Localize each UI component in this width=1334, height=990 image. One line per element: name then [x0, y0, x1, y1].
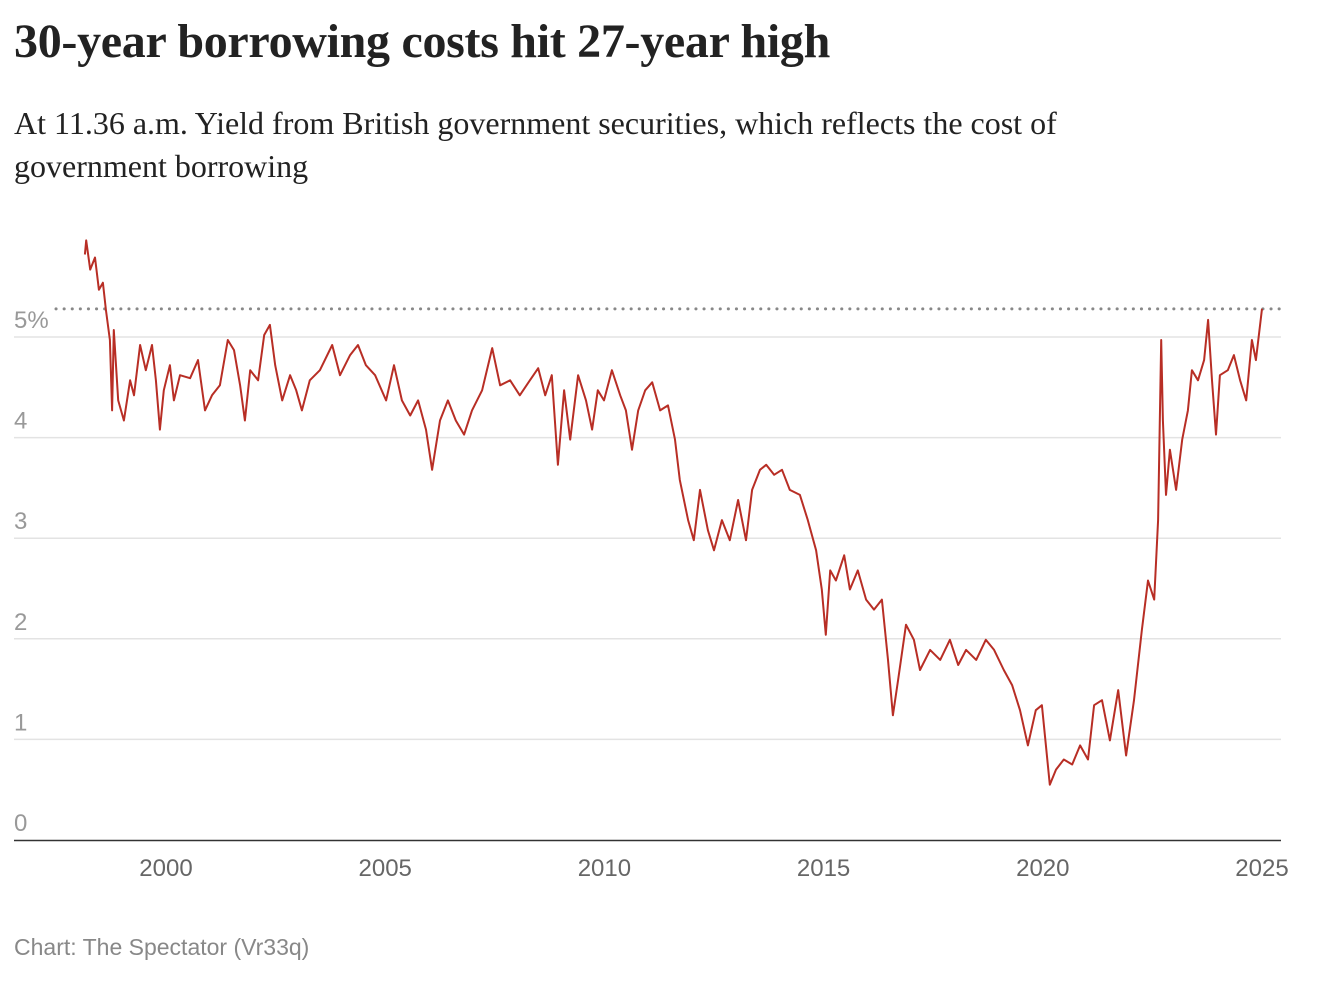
gridlines [14, 336, 1281, 741]
y-tick-label: 2 [14, 609, 27, 636]
chart-subtitle: At 11.36 a.m. Yield from British governm… [14, 105, 1057, 184]
x-tick-label: 2020 [1016, 855, 1069, 882]
y-tick-label: 0 [14, 810, 27, 837]
x-tick-label: 2000 [139, 855, 192, 882]
x-tick-label: 2015 [797, 855, 850, 882]
series-line-30-year-gilt-yield [83, 239, 1263, 786]
x-tick-label: 2010 [578, 855, 631, 882]
x-tick-label: 2005 [359, 855, 412, 882]
chart-source: Chart: The Spectator (Vr33q) [14, 934, 310, 960]
x-tick-label: 2025 [1235, 855, 1288, 882]
y-tick-label: 5% [14, 307, 49, 334]
y-tick-label: 1 [14, 709, 27, 736]
chart-title: 30-year borrowing costs hit 27-year high [14, 15, 830, 68]
series-layer [83, 239, 1263, 786]
y-tick-label: 3 [14, 508, 27, 535]
x-axis-ticks: 2000 2005 2010 2015 2020 2025 [139, 855, 1288, 882]
y-tick-label: 4 [14, 408, 27, 435]
y-axis-ticks: 0 1 2 3 4 5% [14, 307, 49, 837]
